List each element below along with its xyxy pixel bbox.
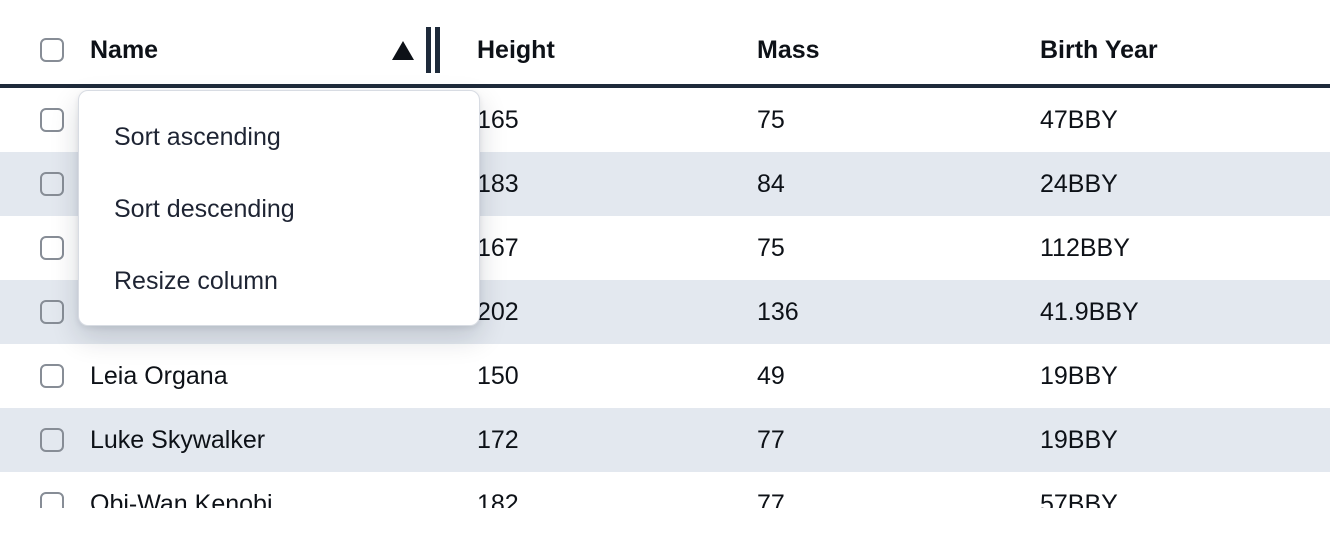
select-all-checkbox[interactable]: [40, 38, 64, 62]
column-header-name[interactable]: Name: [90, 27, 477, 73]
cell-mass: 75: [757, 105, 785, 134]
cell-name: Obi-Wan Kenobi: [90, 489, 273, 509]
table-row: 167 75 112BBY: [0, 216, 1330, 280]
cell-birth-year: 112BBY: [1040, 233, 1130, 262]
context-menu-item[interactable]: Resize column: [114, 266, 278, 295]
cell-height: 183: [477, 169, 519, 198]
context-menu-item[interactable]: Sort descending: [114, 194, 295, 223]
row-checkbox[interactable]: [40, 428, 64, 452]
row-checkbox[interactable]: [40, 236, 64, 260]
cell-birth-year: 41.9BBY: [1040, 297, 1139, 326]
cell-height: 167: [477, 233, 519, 262]
resize-handle-bar: [435, 27, 440, 73]
cell-birth-year: 19BBY: [1040, 361, 1118, 390]
cell-mass: 84: [757, 169, 785, 198]
cell-mass: 49: [757, 361, 785, 390]
column-header-birth-year[interactable]: Birth Year: [1040, 35, 1158, 64]
table-header-row: Name Height Mass Birth Year: [0, 0, 1330, 88]
cell-name: Leia Organa: [90, 361, 228, 390]
table-row: Obi-Wan Kenobi 182 77 57BBY: [0, 472, 1330, 508]
data-table: Name Height Mass Birth Year 165 75 47BBY…: [0, 0, 1330, 508]
cell-height: 202: [477, 297, 519, 326]
row-checkbox-cell: [0, 172, 90, 196]
cell-height: 165: [477, 105, 519, 134]
row-checkbox[interactable]: [40, 172, 64, 196]
column-context-menu: Sort ascending Sort descending Resize co…: [78, 90, 480, 326]
context-menu-item[interactable]: Sort ascending: [114, 122, 281, 151]
column-header-height[interactable]: Height: [477, 35, 555, 64]
cell-mass: 75: [757, 233, 785, 262]
cell-birth-year: 47BBY: [1040, 105, 1118, 134]
cell-birth-year: 57BBY: [1040, 489, 1118, 509]
cell-height: 172: [477, 425, 519, 454]
table-row: Leia Organa 150 49 19BBY: [0, 344, 1330, 408]
cell-birth-year: 19BBY: [1040, 425, 1118, 454]
cell-name: Luke Skywalker: [90, 425, 266, 454]
resize-handle-bar: [426, 27, 431, 73]
row-checkbox-cell: [0, 108, 90, 132]
row-checkbox-cell: [0, 300, 90, 324]
column-header-mass[interactable]: Mass: [757, 35, 820, 64]
cell-height: 150: [477, 361, 519, 390]
cell-birth-year: 24BBY: [1040, 169, 1118, 198]
cell-mass: 77: [757, 489, 785, 509]
sort-ascending-indicator-icon: [392, 40, 414, 60]
column-header-name-label: Name: [90, 35, 159, 64]
table-row: 165 75 47BBY: [0, 88, 1330, 152]
cell-mass: 77: [757, 425, 785, 454]
row-checkbox[interactable]: [40, 108, 64, 132]
row-checkbox[interactable]: [40, 364, 64, 388]
header-checkbox-cell: [0, 38, 90, 62]
row-checkbox[interactable]: [40, 300, 64, 324]
table-row: Luke Skywalker 172 77 19BBY: [0, 408, 1330, 472]
row-checkbox-cell: [0, 364, 90, 388]
column-resize-handle[interactable]: [426, 27, 440, 73]
row-checkbox[interactable]: [40, 492, 64, 508]
row-checkbox-cell: [0, 236, 90, 260]
cell-height: 182: [477, 489, 519, 509]
row-checkbox-cell: [0, 428, 90, 452]
cell-mass: 136: [757, 297, 799, 326]
row-checkbox-cell: [0, 492, 90, 508]
